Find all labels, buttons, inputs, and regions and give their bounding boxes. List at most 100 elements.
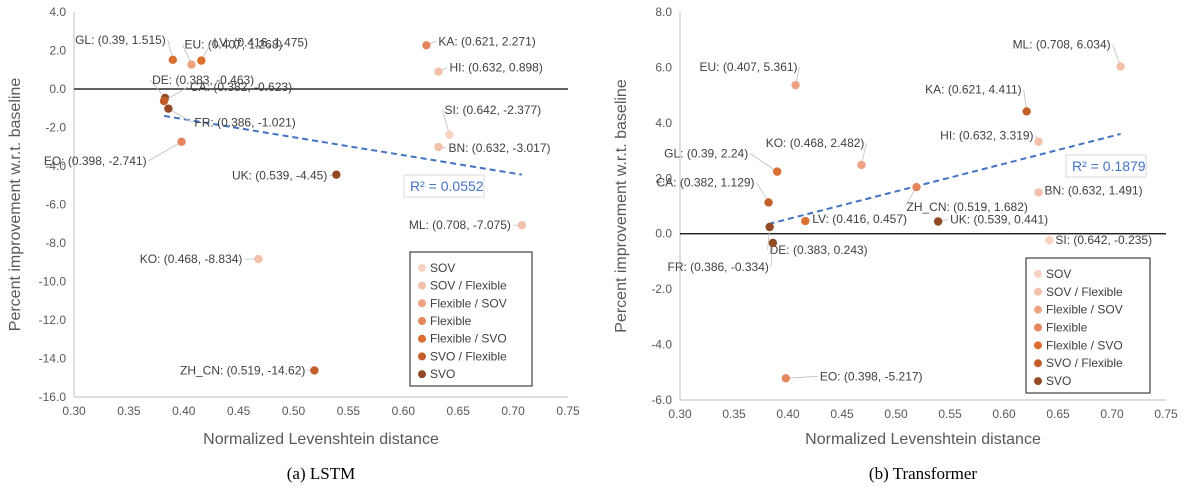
data-point xyxy=(445,130,454,139)
point-label: KO: (0.468, 2.482) xyxy=(766,136,865,150)
x-tick-label: 0.45 xyxy=(830,407,854,421)
legend-marker xyxy=(418,334,426,343)
y-tick-label: 4.0 xyxy=(655,116,672,130)
x-axis-title: Normalized Levenshtein distance xyxy=(203,431,439,448)
point-label: EO: (0.398, -2.741) xyxy=(44,154,147,168)
y-tick-label: -2.0 xyxy=(45,121,66,135)
y-axis-title: Percent improvement w.r.t. baseline xyxy=(7,78,24,332)
data-point xyxy=(1116,62,1125,71)
x-tick-label: 0.55 xyxy=(938,407,962,421)
legend-entry: SOV xyxy=(1046,267,1071,281)
point-label: HI: (0.632, 3.319) xyxy=(940,129,1033,143)
legend-marker xyxy=(418,263,426,272)
point-label: CA: (0.382, -0.623) xyxy=(190,80,292,94)
legend-entry: SOV / Flexible xyxy=(1046,285,1123,299)
data-point xyxy=(1034,137,1043,146)
legend-marker xyxy=(1034,323,1042,332)
legend-entry: Flexible / SOV xyxy=(1046,303,1123,317)
point-label: LV: (0.416, 1.475) xyxy=(213,36,308,50)
point-label: KO: (0.468, -8.834) xyxy=(140,252,243,266)
point-label: BN: (0.632, -3.017) xyxy=(448,141,550,155)
point-label: BN: (0.632, 1.491) xyxy=(1045,183,1143,197)
leader-line xyxy=(163,86,189,102)
x-tick-label: 0.75 xyxy=(556,404,580,418)
point-label: KA: (0.621, 2.271) xyxy=(438,34,535,48)
x-tick-label: 0.75 xyxy=(1154,407,1178,421)
point-label: KA: (0.621, 4.411) xyxy=(925,82,1022,96)
data-point xyxy=(434,142,443,152)
data-point xyxy=(768,238,778,248)
data-point xyxy=(765,222,774,232)
data-point xyxy=(517,220,527,230)
point-label: ZH_CN: (0.519, -14.62) xyxy=(180,363,305,377)
data-point xyxy=(159,96,169,106)
y-axis-title: Percent improvement w.r.t. baseline xyxy=(613,79,630,333)
point-label: GL: (0.39, 2.24) xyxy=(664,147,748,161)
x-tick-label: 0.60 xyxy=(392,404,416,418)
legend-entry: SOV xyxy=(430,261,455,275)
point-label: LV: (0.416, 0.457) xyxy=(812,212,907,226)
data-point xyxy=(764,198,773,207)
point-label: ML: (0.708, 6.034) xyxy=(1013,37,1111,51)
y-tick-label: 4.0 xyxy=(49,5,66,19)
data-point xyxy=(781,374,791,383)
y-tick-label: -14.0 xyxy=(39,352,67,366)
legend-marker xyxy=(418,352,426,361)
data-point xyxy=(801,216,810,226)
point-label: SI: (0.642, -0.235) xyxy=(1055,233,1152,247)
x-tick-label: 0.30 xyxy=(668,407,692,421)
y-tick-label: 6.0 xyxy=(655,60,672,74)
y-tick-label: -4.0 xyxy=(651,338,672,352)
legend-box xyxy=(1025,257,1151,394)
legend-entry: SVO / Flexible xyxy=(1046,356,1123,370)
chart-transformer: 8.0 6.0 4.0 2.0 0.0 -2.0 -4.0 -6.00.30 0.35 0.40 0… xyxy=(613,5,1178,483)
data-point xyxy=(177,137,186,146)
legend-marker xyxy=(1034,359,1042,368)
x-tick-label: 0.50 xyxy=(884,407,908,421)
legend-entry: SVO / Flexible xyxy=(430,349,507,363)
r2-label: R² = 0.1879 xyxy=(1072,158,1146,174)
data-point xyxy=(254,254,263,264)
data-point xyxy=(773,167,782,176)
x-tick-label: 0.40 xyxy=(172,404,196,418)
trendline xyxy=(163,114,523,176)
legend-marker xyxy=(1034,341,1042,350)
r2-box xyxy=(403,174,485,198)
data-point xyxy=(912,182,921,192)
data-point xyxy=(1034,188,1043,197)
legend-entry: Flexible / SVO xyxy=(430,332,507,346)
legend-entry: SVO xyxy=(430,367,455,381)
legend-entry: Flexible / SVO xyxy=(1046,338,1123,352)
point-label: UK: (0.539, 0.441) xyxy=(950,212,1048,226)
y-tick-label: -4.0 xyxy=(45,159,66,173)
data-point xyxy=(434,67,443,76)
legend-marker xyxy=(1034,269,1042,278)
x-tick-label: 0.70 xyxy=(1100,407,1124,421)
x-tick-label: 0.65 xyxy=(447,404,471,418)
point-label: HI: (0.632, 0.898) xyxy=(449,61,542,75)
leader-line xyxy=(749,153,778,172)
x-tick-label: 0.70 xyxy=(501,404,525,418)
r2-box xyxy=(1065,154,1147,178)
legend-entry: Flexible / SOV xyxy=(430,296,507,310)
data-point xyxy=(791,80,800,90)
point-label: ML: (0.708, -7.075) xyxy=(409,218,511,232)
leader-line xyxy=(785,375,818,379)
legend-marker xyxy=(418,299,426,308)
point-label: GL: (0.39, 1.515) xyxy=(75,33,166,47)
point-label: EU: (0.407, 5.361) xyxy=(699,60,797,74)
leader-line xyxy=(148,141,182,162)
x-tick-label: 0.40 xyxy=(776,407,800,421)
figure-caption: (b) Transformer xyxy=(869,464,977,483)
point-label: CA: (0.382, 1.129) xyxy=(656,175,754,189)
data-point xyxy=(168,55,177,65)
y-tick-label: -8.0 xyxy=(45,236,66,250)
y-tick-label: 2.0 xyxy=(49,44,66,58)
y-tick-label: -6.0 xyxy=(45,198,66,212)
legend-marker xyxy=(418,281,426,290)
point-label: EU: (0.407, 1.268) xyxy=(184,38,282,52)
point-label: ZH_CN: (0.519, 1.682) xyxy=(907,200,1028,214)
data-point xyxy=(310,366,319,375)
point-label: SI: (0.642, -2.377) xyxy=(444,103,541,117)
